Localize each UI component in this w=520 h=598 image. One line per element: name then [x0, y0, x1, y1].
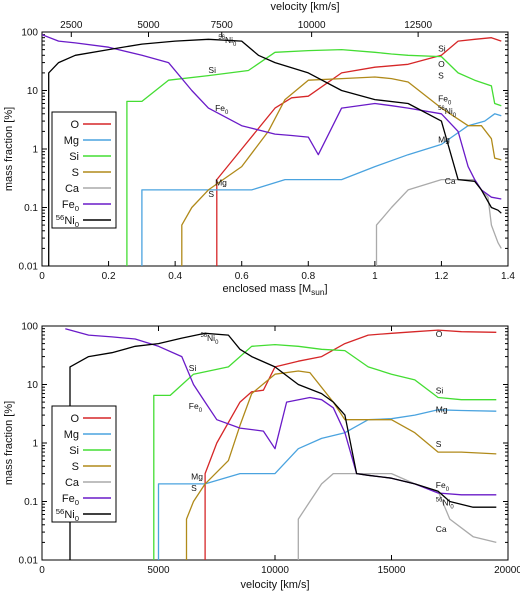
- y-tick-label: 1: [32, 145, 38, 156]
- y-axis-title: mass fraction [%]: [3, 401, 15, 485]
- line-label-mg: Mg: [436, 405, 448, 415]
- line-label-si: Si: [438, 44, 446, 54]
- line-label-si: Si: [208, 65, 216, 75]
- line-label-mg: Mg: [438, 134, 450, 144]
- y-tick-label: 0.1: [24, 497, 38, 508]
- series-line-s: [185, 370, 497, 560]
- line-label-ni: 56Ni0: [436, 498, 455, 511]
- y-tick-label: 0.01: [19, 556, 39, 567]
- y-tick-label: 100: [21, 28, 38, 39]
- x-tick-label: 1.2: [434, 271, 448, 282]
- series-line-ca: [375, 178, 502, 266]
- legend-label-s: S: [72, 461, 79, 473]
- series-line-s: [181, 76, 502, 266]
- x-tick-label: 0.8: [301, 271, 315, 282]
- series-line-o: [204, 329, 497, 560]
- line-label-fe0: Fe0: [215, 103, 229, 116]
- x-axis-title: velocity [km/s]: [240, 579, 309, 591]
- legend-label-fe0: Fe0: [62, 493, 79, 507]
- legend-label-o: O: [70, 413, 79, 425]
- top-x-tick-label: 7500: [211, 20, 234, 31]
- line-label-s: S: [191, 483, 197, 493]
- line-label-fe0: Fe0: [189, 401, 203, 414]
- y-tick-label: 10: [27, 380, 39, 391]
- legend-label-mg: Mg: [64, 429, 79, 441]
- x-tick-label: 1.4: [501, 271, 515, 282]
- y-tick-label: 100: [21, 322, 38, 333]
- series-line-o: [216, 37, 502, 266]
- x-tick-label: 0: [39, 271, 45, 282]
- legend-label-ca: Ca: [65, 183, 80, 195]
- series-line-fe0: [42, 34, 502, 200]
- y-tick-label: 0.1: [24, 203, 38, 214]
- y-tick-label: 10: [27, 86, 39, 97]
- series-line-si: [153, 343, 497, 560]
- top-panel-mass-coordinate: 0.01 0.1 1 10 100 0 0.2 0.4 0.6 0.8 1 1.2 1.4 2500 500…: [3, 1, 515, 297]
- line-label-ca: Ca: [436, 524, 447, 534]
- series-line-ni: [69, 332, 497, 560]
- top-x-tick-label: 10000: [298, 20, 326, 31]
- legend-label-si: Si: [69, 151, 79, 163]
- top-x-tick-label: 2500: [60, 20, 83, 31]
- legend-label-ni: 56Ni0: [56, 507, 79, 523]
- bottom-panel-velocity-coordinate: 0.01 0.1 1 10 100 0 5000 10000 15000 20000 velocit…: [3, 322, 520, 592]
- legend-label-s: S: [72, 167, 79, 179]
- x-tick-label: 0.2: [102, 271, 116, 282]
- x-tick-label: 0: [39, 565, 45, 576]
- x-tick-label: 0.4: [168, 271, 182, 282]
- y-tick-label: 0.01: [19, 262, 39, 273]
- x-tick-label: 5000: [147, 565, 170, 576]
- top-axis-title: velocity [km/s]: [270, 1, 339, 13]
- line-label-s: S: [208, 189, 214, 199]
- series-line-ca: [297, 472, 497, 560]
- line-label-mg: Mg: [191, 471, 203, 481]
- line-label-fe0: Fe0: [438, 93, 452, 106]
- line-label-ni: 56Ni0: [438, 106, 457, 119]
- line-label-mg: Mg: [215, 177, 227, 187]
- legend-label-o: O: [70, 119, 79, 131]
- x-tick-label: 10000: [261, 565, 289, 576]
- line-label-si: Si: [189, 363, 197, 373]
- line-label-fe0: Fe0: [436, 480, 450, 493]
- legend-label-ca: Ca: [65, 477, 80, 489]
- y-tick-label: 1: [32, 439, 38, 450]
- line-label-o: O: [438, 59, 445, 69]
- x-axis-title: enclosed mass [Msun]: [222, 283, 327, 297]
- line-label-s: S: [436, 439, 442, 449]
- series-line-mg: [141, 113, 502, 266]
- y-axis-title: mass fraction [%]: [3, 107, 15, 191]
- x-tick-label: 1: [372, 271, 378, 282]
- line-label-s: S: [438, 71, 444, 81]
- legend-label-fe0: Fe0: [62, 199, 79, 213]
- line-label-ni: 56Ni0: [200, 333, 219, 346]
- series-line-mg: [157, 409, 497, 560]
- legend-label-si: Si: [69, 445, 79, 457]
- line-label-si: Si: [436, 386, 444, 396]
- top-x-tick-label: 5000: [137, 20, 160, 31]
- x-tick-label: 0.6: [235, 271, 249, 282]
- legend-label-mg: Mg: [64, 135, 79, 147]
- series-line-si: [126, 48, 502, 266]
- line-label-ca: Ca: [445, 176, 456, 186]
- line-label-o: O: [436, 329, 443, 339]
- top-x-tick-label: 12500: [404, 20, 432, 31]
- x-tick-label: 20000: [494, 565, 520, 576]
- series-line-ni: [48, 38, 502, 266]
- line-label-ni: 56Ni0: [218, 35, 237, 48]
- legend-label-ni: 56Ni0: [56, 213, 79, 229]
- x-tick-label: 15000: [378, 565, 406, 576]
